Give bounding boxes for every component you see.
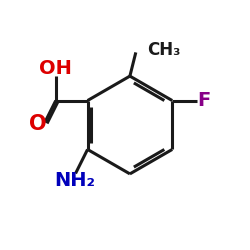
Text: O: O bbox=[29, 114, 46, 134]
Text: NH₂: NH₂ bbox=[54, 171, 95, 190]
Text: CH₃: CH₃ bbox=[147, 42, 180, 60]
Text: OH: OH bbox=[39, 59, 72, 78]
Text: F: F bbox=[197, 91, 210, 110]
